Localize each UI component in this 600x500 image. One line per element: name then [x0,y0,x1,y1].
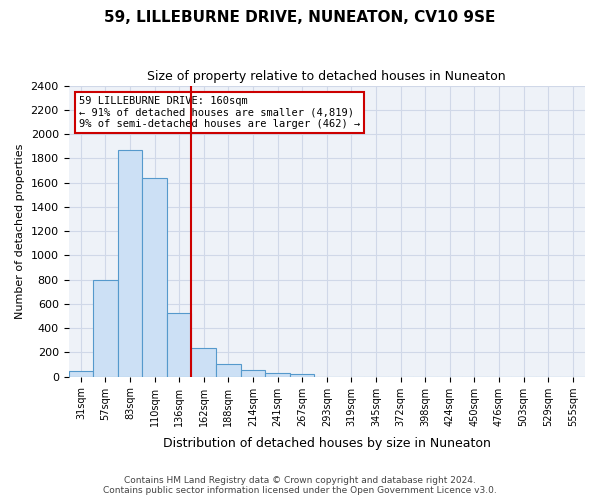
Y-axis label: Number of detached properties: Number of detached properties [15,144,25,319]
Bar [191,348,216,376]
Bar [118,150,142,376]
X-axis label: Distribution of detached houses by size in Nuneaton: Distribution of detached houses by size … [163,437,491,450]
Text: Contains HM Land Registry data © Crown copyright and database right 2024.
Contai: Contains HM Land Registry data © Crown c… [103,476,497,495]
Text: 59, LILLEBURNE DRIVE, NUNEATON, CV10 9SE: 59, LILLEBURNE DRIVE, NUNEATON, CV10 9SE [104,10,496,25]
Bar [142,178,167,376]
Bar [290,374,314,376]
Bar [68,370,93,376]
Title: Size of property relative to detached houses in Nuneaton: Size of property relative to detached ho… [148,70,506,83]
Bar [93,280,118,376]
Bar [216,364,241,376]
Bar [167,313,191,376]
Text: 59 LILLEBURNE DRIVE: 160sqm
← 91% of detached houses are smaller (4,819)
9% of s: 59 LILLEBURNE DRIVE: 160sqm ← 91% of det… [79,96,360,129]
Bar [265,373,290,376]
Bar [241,370,265,376]
